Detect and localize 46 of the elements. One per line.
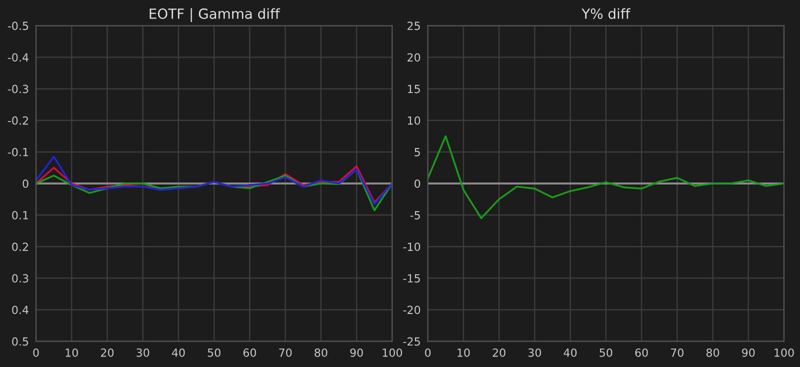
chart-title: Y% diff xyxy=(582,8,630,19)
y-tick-label: 0.5 xyxy=(12,337,28,346)
x-tick-label: 60 xyxy=(635,348,648,357)
x-tick-label: 40 xyxy=(564,348,577,357)
y-tick-label: 0.3 xyxy=(12,274,28,283)
x-tick-label: 90 xyxy=(742,348,755,357)
x-tick-label: 50 xyxy=(600,348,612,357)
x-tick-label: 70 xyxy=(670,348,684,357)
y-tick-label: -25 xyxy=(403,337,420,346)
x-tick-label: 20 xyxy=(100,348,114,357)
y-tick-label: -5 xyxy=(410,211,420,220)
x-tick-label: 0 xyxy=(425,348,431,357)
x-tick-label: 80 xyxy=(314,348,328,357)
x-tick-label: 10 xyxy=(458,348,470,357)
y-tick-label: -0.5 xyxy=(8,22,28,30)
y-tick-label: -15 xyxy=(403,274,420,283)
x-tick-label: 90 xyxy=(350,348,363,357)
x-tick-label: 100 xyxy=(774,348,794,357)
x-tick-label: 20 xyxy=(492,348,506,357)
y-tick-label: 0 xyxy=(414,179,420,188)
y-tick-label: 0.4 xyxy=(12,306,28,314)
x-tick-label: 10 xyxy=(66,348,78,357)
x-tick-label: 40 xyxy=(172,348,185,357)
x-tick-label: 0 xyxy=(33,348,39,357)
y-tick-label: 10 xyxy=(408,116,420,125)
chart-title: EOTF | Gamma diff xyxy=(150,8,280,22)
x-tick-label: 100 xyxy=(382,348,402,357)
y-tick-label: 15 xyxy=(408,84,420,94)
y-tick-label: -0.3 xyxy=(8,84,28,94)
x-tick-label: 50 xyxy=(208,348,220,357)
y-tick-label: -10 xyxy=(403,242,420,252)
y-tick-label: 20 xyxy=(408,53,420,62)
x-tick-label: 60 xyxy=(243,348,256,357)
y-tick-label: -0.1 xyxy=(8,148,28,156)
y-tick-label: 0.2 xyxy=(12,242,28,252)
x-tick-label: 80 xyxy=(706,348,720,357)
y-tick-label: 25 xyxy=(408,22,420,30)
y-tick-label: 0 xyxy=(22,179,28,188)
y-tick-label: 0.1 xyxy=(12,211,28,220)
y-tick-label: -0.2 xyxy=(8,116,28,125)
y-tick-label: -20 xyxy=(403,306,420,314)
x-tick-label: 70 xyxy=(279,348,292,357)
x-tick-label: 30 xyxy=(528,348,541,357)
x-tick-label: 30 xyxy=(136,348,150,357)
y-tick-label: -0.4 xyxy=(8,53,28,62)
y-tick-label: 5 xyxy=(414,148,420,156)
